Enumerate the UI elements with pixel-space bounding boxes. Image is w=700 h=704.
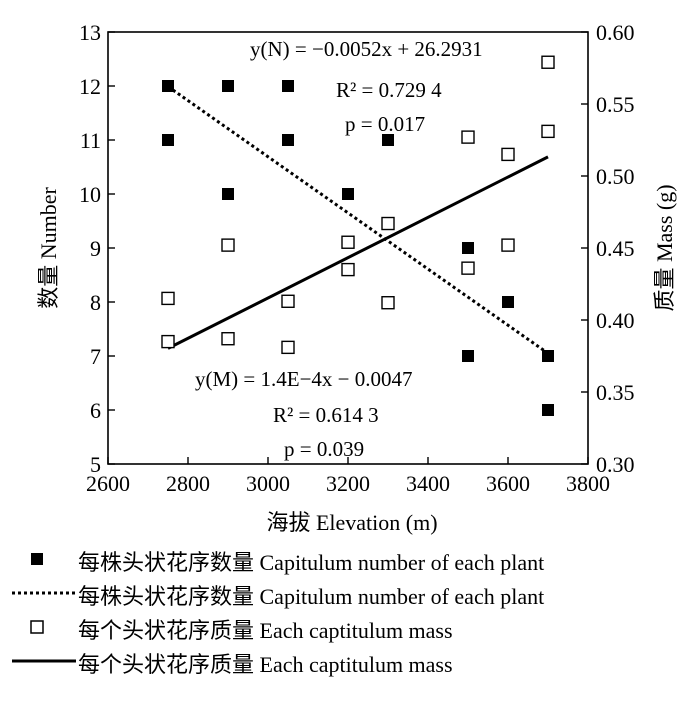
dotted-line-icon: [12, 591, 76, 595]
point-capitulum-mass: [281, 340, 295, 355]
legend-item-capitulum-mass-fit: 每个头状花序质量 Each captitulum mass: [0, 644, 700, 678]
y-axis-right-title: 质量 Mass (g): [652, 184, 677, 311]
point-capitulum-mass: [221, 332, 235, 346]
point-capitulum-mass: [501, 147, 515, 162]
y-right-tick-label: 0.60: [596, 20, 635, 45]
annotation-m-equation: y(M) = 1.4E−4x − 0.0047: [195, 367, 413, 391]
point-capitulum-mass: [161, 291, 175, 306]
y-left-tick-label: 12: [79, 74, 101, 99]
point-capitulum-mass: [461, 130, 475, 144]
chart: 2600 2800 3000 3200 3400 3600 3800 5 6 7 8 9 10 11 12…: [36, 20, 677, 535]
solid-line-icon: [12, 659, 76, 663]
y-axis-left: 5 6 7 8 9 10 11 12 13: [79, 20, 115, 477]
point-capitulum-mass: [161, 334, 175, 349]
y-left-tick-label: 13: [79, 20, 101, 45]
fit-line-number: [167, 85, 549, 355]
annotation-n-p: p = 0.017: [345, 112, 425, 136]
data-points: [161, 55, 555, 416]
point-capitulum-mass: [341, 262, 355, 277]
annotation-m-p: p = 0.039: [284, 437, 364, 461]
y-left-tick-label: 7: [90, 344, 101, 369]
y-right-tick-label: 0.35: [596, 380, 635, 405]
legend-label: 每个头状花序质量 Each captitulum mass: [78, 652, 453, 677]
y-right-tick-label: 0.55: [596, 92, 635, 117]
point-capitulum-number: [282, 80, 294, 92]
point-capitulum-number: [382, 134, 394, 146]
legend-item-capitulum-number-points: 每株头状花序数量 Capitulum number of each plant: [0, 542, 700, 576]
y-right-tick-label: 0.30: [596, 452, 635, 477]
point-capitulum-mass: [381, 216, 395, 231]
point-capitulum-mass: [341, 235, 355, 249]
legend-label: 每株头状花序数量 Capitulum number of each plant: [78, 550, 545, 575]
point-capitulum-mass: [501, 238, 515, 252]
x-tick-label: 3400: [406, 471, 450, 496]
point-capitulum-number: [462, 242, 474, 254]
point-capitulum-number: [222, 80, 234, 92]
legend-label: 每株头状花序数量 Capitulum number of each plant: [78, 584, 545, 609]
y-left-tick-label: 11: [80, 128, 101, 153]
point-capitulum-number: [502, 296, 514, 308]
y-left-tick-label: 9: [90, 236, 101, 261]
x-tick-label: 2600: [86, 471, 130, 496]
y-left-tick-label: 6: [90, 398, 101, 423]
annotation-m-r2: R² = 0.614 3: [273, 403, 379, 427]
fit-lines: [167, 85, 549, 355]
legend-label: 每个头状花序质量 Each captitulum mass: [78, 618, 453, 643]
point-capitulum-number: [462, 350, 474, 362]
x-axis-title: 海拔 Elevation (m): [266, 510, 437, 535]
point-capitulum-mass: [541, 55, 555, 69]
point-capitulum-number: [282, 134, 294, 146]
point-capitulum-mass: [221, 238, 235, 252]
point-capitulum-number: [162, 80, 174, 92]
point-capitulum-mass: [461, 261, 475, 275]
x-tick-label: 3800: [566, 471, 610, 496]
legend-item-capitulum-number-fit: 每株头状花序数量 Capitulum number of each plant: [0, 576, 700, 610]
open-square-icon: [30, 620, 44, 634]
x-tick-label: 3200: [326, 471, 370, 496]
legend-item-capitulum-mass-points: 每个头状花序质量 Each captitulum mass: [0, 610, 700, 644]
y-right-tick-label: 0.45: [596, 236, 635, 261]
point-capitulum-number: [542, 404, 554, 416]
y-axis-right: 0.30 0.35 0.40 0.45 0.50 0.55 0.60: [581, 20, 635, 477]
point-capitulum-mass: [281, 294, 295, 308]
fit-line-mass: [167, 155, 549, 350]
y-right-tick-label: 0.50: [596, 164, 635, 189]
y-left-tick-label: 10: [79, 182, 101, 207]
y-axis-left-title: 数量 Number: [36, 187, 61, 309]
point-capitulum-mass: [541, 124, 555, 139]
annotation-n-r2: R² = 0.729 4: [336, 78, 442, 102]
point-capitulum-number: [342, 188, 354, 200]
annotation-n-equation: y(N) = −0.0052x + 26.2931: [250, 37, 483, 61]
x-tick-label: 2800: [166, 471, 210, 496]
x-tick-label: 3600: [486, 471, 530, 496]
point-capitulum-number: [162, 134, 174, 146]
point-capitulum-number: [542, 350, 554, 362]
point-capitulum-number: [222, 188, 234, 200]
point-capitulum-mass: [381, 296, 395, 310]
y-left-tick-label: 5: [90, 452, 101, 477]
y-right-tick-label: 0.40: [596, 308, 635, 333]
y-left-tick-label: 8: [90, 290, 101, 315]
x-tick-label: 3000: [246, 471, 290, 496]
filled-square-icon: [31, 553, 43, 565]
x-axis: 2600 2800 3000 3200 3400 3600 3800: [86, 457, 610, 496]
